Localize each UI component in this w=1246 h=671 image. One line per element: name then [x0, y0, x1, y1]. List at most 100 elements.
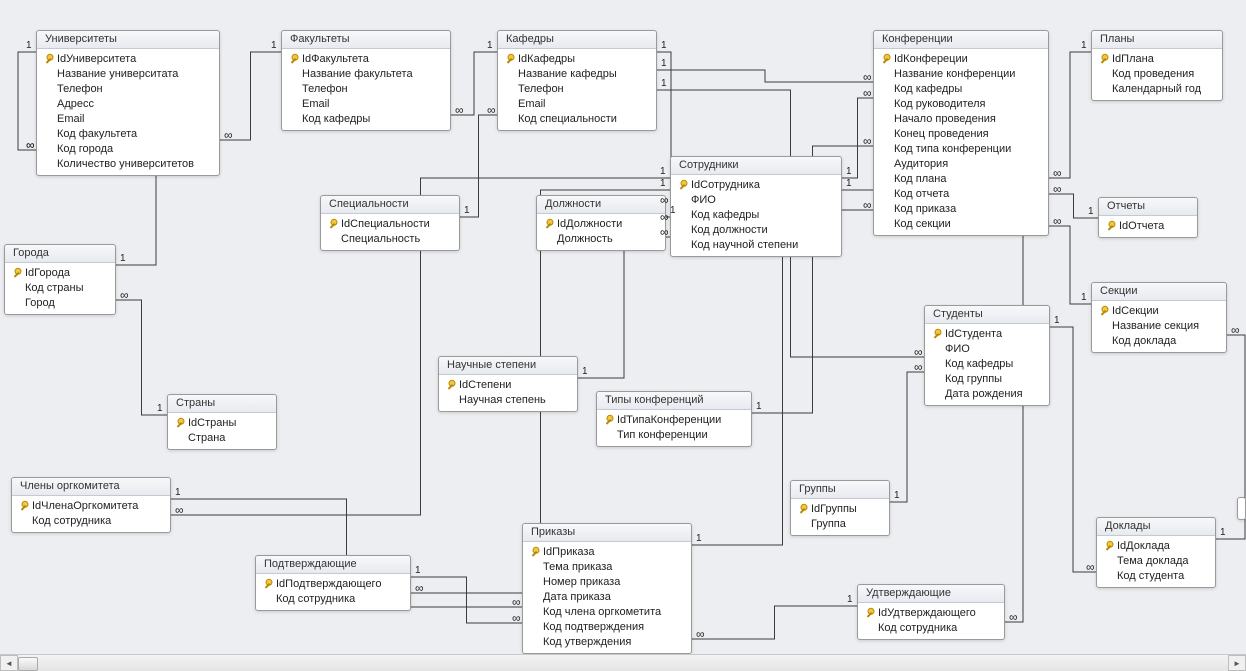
field[interactable]: Email — [286, 96, 446, 111]
field[interactable]: Код отчета — [878, 186, 1044, 201]
entity-specialties[interactable]: СпециальностиIdСпециальностиСпециальност… — [320, 195, 460, 251]
entity-cities[interactable]: ГородаIdГородаКод страныГород — [4, 244, 116, 315]
field[interactable]: Номер приказа — [527, 574, 687, 589]
entity-talks[interactable]: ДокладыIdДокладаТема докладаКод студента — [1096, 517, 1216, 588]
entity-sections[interactable]: СекцииIdСекцииНазвание секцияКод доклада — [1091, 282, 1227, 353]
field[interactable]: IdСтраны — [172, 415, 272, 430]
scroll-left-button[interactable]: ◄ — [0, 655, 18, 671]
field[interactable]: ФИО — [929, 341, 1045, 356]
entity-orgmembers[interactable]: Члены оргкомитетаIdЧленаОргкомитетаКод с… — [11, 477, 171, 533]
field[interactable]: IdСтепени — [443, 377, 573, 392]
field[interactable]: IdСотрудника — [675, 177, 837, 192]
field[interactable]: Телефон — [502, 81, 652, 96]
field[interactable]: Название факультета — [286, 66, 446, 81]
entity-positions[interactable]: ДолжностиIdДолжностиДолжность — [536, 195, 666, 251]
field[interactable]: Город — [9, 295, 111, 310]
entity-degrees[interactable]: Научные степениIdСтепениНаучная степень — [438, 356, 578, 412]
entity-conferences[interactable]: КонференцииIdКонферецииНазвание конферен… — [873, 30, 1049, 236]
field[interactable]: IdДоклада — [1101, 538, 1211, 553]
field[interactable]: IdФакультета — [286, 51, 446, 66]
field[interactable]: Дата приказа — [527, 589, 687, 604]
field[interactable]: Код студента — [1101, 568, 1211, 583]
field[interactable]: Код сотрудника — [16, 513, 166, 528]
entity-countries[interactable]: СтраныIdСтраныСтрана — [167, 394, 277, 450]
field[interactable]: IdПодтверждающего — [260, 576, 406, 591]
field[interactable]: Тип конференции — [601, 427, 747, 442]
entity-approvers[interactable]: УдтверждающиеIdУдтверждающегоКод сотрудн… — [857, 584, 1005, 640]
field[interactable]: IdУдтверждающего — [862, 605, 1000, 620]
field[interactable]: Код кафедры — [929, 356, 1045, 371]
field[interactable]: Начало проведения — [878, 111, 1044, 126]
horizontal-scrollbar[interactable]: ◄ ► — [0, 654, 1246, 671]
entity-employees[interactable]: СотрудникиIdСотрудникаФИОКод кафедрыКод … — [670, 156, 842, 257]
field[interactable]: Код доклада — [1096, 333, 1222, 348]
entity-students[interactable]: СтудентыIdСтудентаФИОКод кафедрыКод груп… — [924, 305, 1050, 406]
entity-confirmers[interactable]: ПодтверждающиеIdПодтверждающегоКод сотру… — [255, 555, 411, 611]
field[interactable]: Код утверждения — [527, 634, 687, 649]
entity-orders[interactable]: ПриказыIdПриказаТема приказаНомер приказ… — [522, 523, 692, 654]
field[interactable]: Страна — [172, 430, 272, 445]
field[interactable]: ФИО — [675, 192, 837, 207]
field[interactable]: Дата рождения — [929, 386, 1045, 401]
entity-plans[interactable]: ПланыIdПланаКод проведенияКалендарный го… — [1091, 30, 1223, 101]
scrollbar-thumb[interactable] — [18, 657, 38, 671]
field[interactable]: Код члена оргкометита — [527, 604, 687, 619]
scroll-right-button[interactable]: ► — [1228, 655, 1246, 671]
field[interactable]: Код плана — [878, 171, 1044, 186]
field[interactable]: Научная степень — [443, 392, 573, 407]
field[interactable]: IdКонфереции — [878, 51, 1044, 66]
field[interactable]: IdСекции — [1096, 303, 1222, 318]
field[interactable]: IdГруппы — [795, 501, 885, 516]
field[interactable]: Название конференции — [878, 66, 1044, 81]
field[interactable]: IdСтудента — [929, 326, 1045, 341]
field[interactable]: Код кафедры — [675, 207, 837, 222]
field[interactable]: Количество университетов — [41, 156, 215, 171]
entity-faculties[interactable]: ФакультетыIdФакультетаНазвание факультет… — [281, 30, 451, 131]
field[interactable]: Код секции — [878, 216, 1044, 231]
field[interactable]: IdЧленаОргкомитета — [16, 498, 166, 513]
field[interactable]: IdПриказа — [527, 544, 687, 559]
field[interactable]: Аудитория — [878, 156, 1044, 171]
field[interactable]: IdКафедры — [502, 51, 652, 66]
field[interactable]: Код сотрудника — [260, 591, 406, 606]
field[interactable]: Код руководителя — [878, 96, 1044, 111]
field[interactable]: Телефон — [41, 81, 215, 96]
field[interactable]: Код факультета — [41, 126, 215, 141]
field[interactable]: Название университата — [41, 66, 215, 81]
field[interactable]: Код проведения — [1096, 66, 1218, 81]
field[interactable]: Код группы — [929, 371, 1045, 386]
field[interactable]: Код подтверждения — [527, 619, 687, 634]
field[interactable]: Код города — [41, 141, 215, 156]
field[interactable]: Код приказа — [878, 201, 1044, 216]
field[interactable]: Календарный год — [1096, 81, 1218, 96]
field[interactable]: Тема доклада — [1101, 553, 1211, 568]
field[interactable]: Название кафедры — [502, 66, 652, 81]
er-diagram-canvas[interactable]: УниверситетыIdУниверситетаНазвание униве… — [0, 0, 1246, 655]
entity-groups[interactable]: ГруппыIdГруппыГруппа — [790, 480, 890, 536]
field[interactable]: IdГорода — [9, 265, 111, 280]
field[interactable]: Код сотрудника — [862, 620, 1000, 635]
field[interactable]: IdОтчета — [1103, 218, 1193, 233]
field[interactable]: Код научной степени — [675, 237, 837, 252]
field[interactable]: IdУниверситета — [41, 51, 215, 66]
field[interactable]: Код должности — [675, 222, 837, 237]
field[interactable]: IdТипаКонференции — [601, 412, 747, 427]
field[interactable]: IdДолжности — [541, 216, 661, 231]
entity-conftypes[interactable]: Типы конференцийIdТипаКонференцииТип кон… — [596, 391, 752, 447]
field[interactable]: Email — [41, 111, 215, 126]
field[interactable]: Email — [502, 96, 652, 111]
field[interactable]: Конец проведения — [878, 126, 1044, 141]
field[interactable] — [1242, 500, 1246, 515]
field[interactable]: Должность — [541, 231, 661, 246]
field[interactable]: Название секция — [1096, 318, 1222, 333]
field[interactable]: Группа — [795, 516, 885, 531]
scrollbar-track[interactable] — [18, 656, 1228, 670]
field[interactable]: Код кафедры — [878, 81, 1044, 96]
entity-departments[interactable]: КафедрыIdКафедрыНазвание кафедрыТелефонE… — [497, 30, 657, 131]
entity-stub[interactable] — [1237, 497, 1246, 520]
field[interactable]: Код типа конференции — [878, 141, 1044, 156]
field[interactable]: Тема приказа — [527, 559, 687, 574]
field[interactable]: Адресс — [41, 96, 215, 111]
field[interactable]: Код специальности — [502, 111, 652, 126]
field[interactable]: Код страны — [9, 280, 111, 295]
